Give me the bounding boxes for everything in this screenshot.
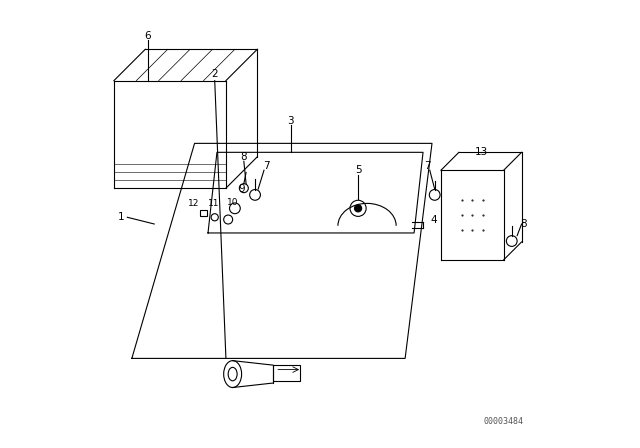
Bar (200, 210, 207, 216)
Text: 6: 6 (144, 31, 151, 41)
Bar (273, 365, 300, 381)
Text: 3: 3 (287, 116, 294, 126)
Text: 2: 2 (211, 69, 218, 79)
Text: 8: 8 (241, 152, 247, 162)
Text: 00003484: 00003484 (484, 417, 524, 426)
Text: 9: 9 (238, 184, 245, 194)
Text: 1: 1 (117, 212, 124, 222)
Text: 7: 7 (424, 161, 431, 171)
Text: 11: 11 (207, 199, 219, 208)
Text: 5: 5 (355, 165, 362, 175)
Text: 8: 8 (520, 219, 527, 229)
Text: 12: 12 (188, 199, 199, 208)
Text: 4: 4 (431, 215, 438, 224)
Text: 7: 7 (263, 161, 269, 171)
Text: 10: 10 (227, 198, 238, 207)
Circle shape (355, 205, 362, 212)
Text: 13: 13 (475, 147, 488, 157)
